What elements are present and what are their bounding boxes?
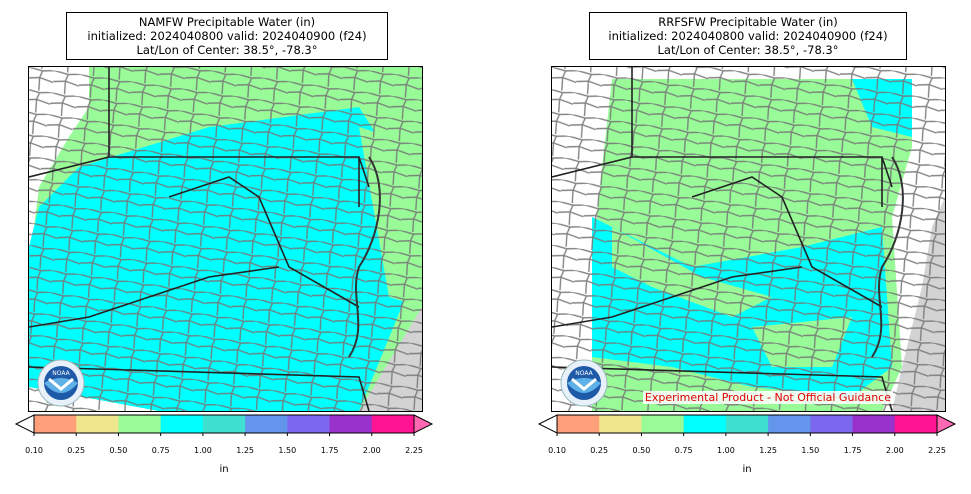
colorbar-swatch [683,415,727,433]
panel-title: RRFSFW Precipitable Water (in) initializ… [589,12,907,60]
tick-label: 0.50 [109,446,128,455]
panel-namfw: NAMFW Precipitable Water (in) initialize… [0,0,434,494]
tick-label: 1.75 [320,446,339,455]
tick-label: 1.75 [843,446,862,455]
svg-text:NOAA: NOAA [575,370,593,377]
tick-label: 1.00 [716,446,735,455]
colorbar-over-arrow [936,414,957,434]
title-line-center: Lat/Lon of Center: 38.5°, -78.3° [657,43,839,57]
tick-label: 1.50 [278,446,297,455]
title-line-model: RRFSFW Precipitable Water (in) [658,15,838,29]
colorbar-swatch [371,415,415,433]
colorbar-swatch [599,415,642,433]
map-namfw[interactable]: NOAA [28,66,423,412]
tick-label: 0.10 [25,446,43,455]
colorbar-swatch [202,415,246,433]
tick-label: 2.25 [928,446,946,455]
colorbar-swatch [245,415,288,433]
colorbar-swatch [768,415,811,433]
tick-label: 2.00 [885,446,904,455]
map-canvas [552,67,945,411]
tick-label: 1.25 [236,446,254,455]
colorbar-ticks: 0.10 0.25 0.50 0.75 1.00 1.25 1.50 1.75 … [548,446,946,460]
tick-label: 1.00 [193,446,212,455]
colorbar [537,414,957,436]
tick-label: 1.25 [759,446,777,455]
colorbar-unit: in [742,464,752,475]
colorbar-swatch [810,415,854,433]
colorbar-under-arrow [537,414,558,434]
noaa-logo: NOAA [560,359,608,407]
colorbar-swatch [894,415,938,433]
noaa-logo: NOAA [37,359,85,407]
title-line-times: initialized: 2024040800 valid: 202404090… [87,29,367,43]
colorbar-swatch [557,415,600,433]
colorbar-swatch [641,415,685,433]
colorbar-swatch [287,415,331,433]
colorbar-ticks: 0.10 0.25 0.50 0.75 1.00 1.25 1.50 1.75 … [25,446,423,460]
colorbar-swatch [160,415,204,433]
tick-label: 0.10 [548,446,566,455]
tick-label: 0.25 [590,446,609,455]
svg-text:NOAA: NOAA [52,370,70,377]
tick-label: 2.00 [362,446,381,455]
title-line-center: Lat/Lon of Center: 38.5°, -78.3° [136,43,318,57]
experimental-disclaimer: Experimental Product - Not Official Guid… [642,391,893,404]
colorbar-swatch [76,415,119,433]
colorbar-swatch [118,415,162,433]
map-canvas [29,67,422,411]
colorbar-swatch [34,415,77,433]
colorbar-swatch [725,415,769,433]
colorbar-swatch [329,415,373,433]
panel-title: NAMFW Precipitable Water (in) initialize… [66,12,388,60]
colorbar-border [33,414,415,434]
tick-label: 0.75 [674,446,693,455]
colorbar-unit: in [219,464,229,475]
colorbar-over-arrow [413,414,434,434]
title-line-times: initialized: 2024040800 valid: 202404090… [608,29,888,43]
colorbar-border [556,414,938,434]
tick-label: 0.25 [67,446,86,455]
colorbar-swatch [852,415,896,433]
colorbar [14,414,434,436]
tick-label: 0.50 [632,446,651,455]
map-rrfsfw[interactable]: NOAA Experimental Product - Not Official… [551,66,946,412]
tick-label: 0.75 [151,446,170,455]
title-line-model: NAMFW Precipitable Water (in) [138,15,316,29]
tick-label: 1.50 [801,446,820,455]
panel-rrfsfw: RRFSFW Precipitable Water (in) initializ… [523,0,957,494]
colorbar-under-arrow [14,414,35,434]
tick-label: 2.25 [405,446,423,455]
